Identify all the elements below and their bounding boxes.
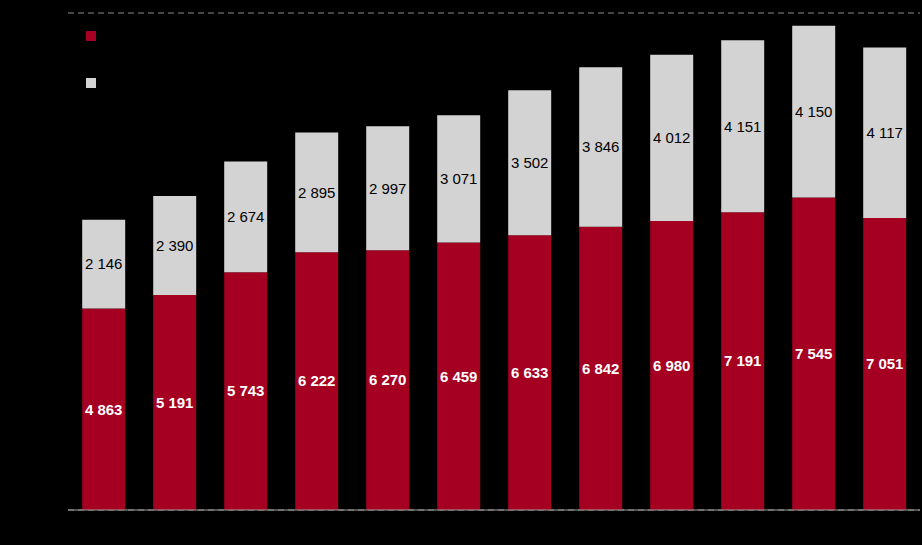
- svg-text:2 674: 2 674: [227, 208, 265, 225]
- svg-text:4 117: 4 117: [866, 124, 902, 141]
- svg-text:7 545: 7 545: [795, 345, 833, 362]
- svg-text:5 191: 5 191: [156, 394, 194, 411]
- svg-text:4 863: 4 863: [85, 401, 123, 418]
- svg-text:2 146: 2 146: [85, 255, 123, 272]
- svg-text:3 502: 3 502: [511, 154, 549, 171]
- svg-text:2 895: 2 895: [298, 184, 336, 201]
- svg-text:5 743: 5 743: [227, 382, 265, 399]
- svg-text:6 842: 6 842: [582, 360, 620, 377]
- svg-text:4 151: 4 151: [724, 118, 762, 135]
- svg-text:4 012: 4 012: [653, 129, 691, 146]
- svg-text:6 270: 6 270: [369, 371, 407, 388]
- svg-text:6 459: 6 459: [440, 368, 478, 385]
- svg-text:3 071: 3 071: [440, 170, 478, 187]
- svg-text:2 997: 2 997: [369, 180, 407, 197]
- svg-text:7 191: 7 191: [724, 352, 762, 369]
- svg-text:6 633: 6 633: [511, 364, 549, 381]
- svg-text:4 150: 4 150: [795, 103, 833, 120]
- svg-text:7 051: 7 051: [866, 355, 904, 372]
- svg-text:3 846: 3 846: [582, 138, 620, 155]
- svg-text:6 222: 6 222: [298, 372, 336, 389]
- svg-text:2 390: 2 390: [156, 237, 194, 254]
- svg-text:6 980: 6 980: [653, 357, 691, 374]
